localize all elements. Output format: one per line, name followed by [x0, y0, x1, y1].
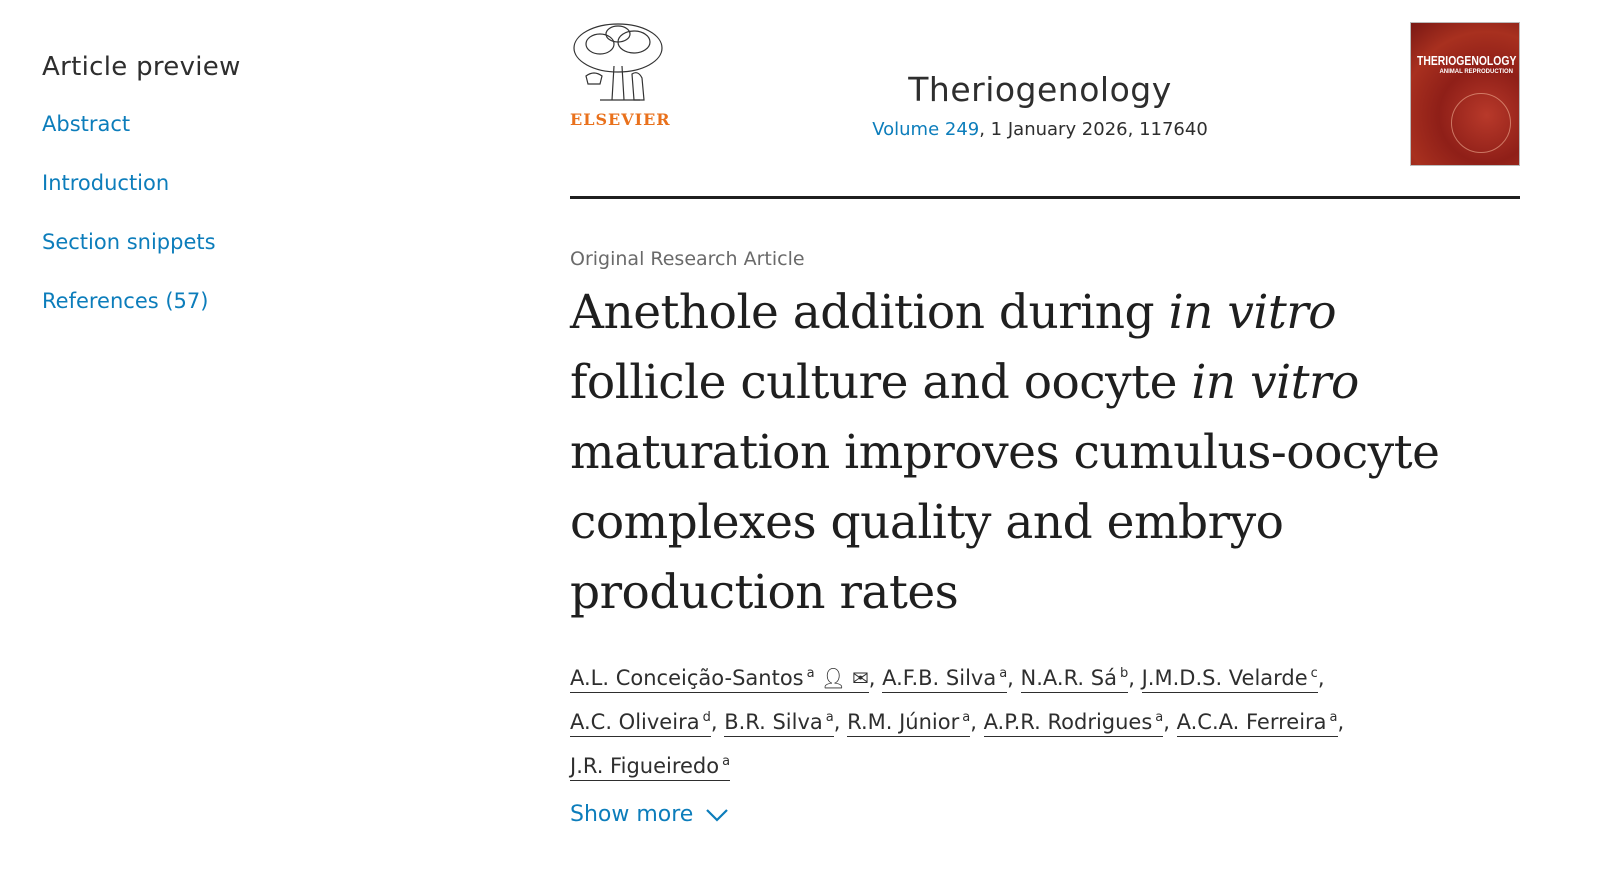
nav-abstract[interactable]: Abstract	[42, 112, 131, 136]
author-link[interactable]: N.A.R. Sá b	[1020, 666, 1129, 693]
envelope-icon: ✉	[851, 666, 869, 690]
article-outline: Article preview Abstract Introduction Se…	[42, 52, 241, 346]
author-link[interactable]: J.R. Figueiredo a	[570, 754, 731, 781]
author-list: A.L. Conceição-Santos a 👤︎ ✉, A.F.B. Silva a…	[570, 654, 1450, 786]
article-title: Anethole addition during in vitro follic…	[570, 285, 1440, 620]
author-link[interactable]: A.C. Oliveira d	[570, 710, 711, 737]
author-link[interactable]: A.L. Conceição-Santos a 👤︎ ✉	[570, 666, 869, 693]
author-link[interactable]: J.M.D.S. Velarde c	[1141, 666, 1318, 693]
journal-header: Theriogenology Volume 249, 1 January 202…	[700, 70, 1380, 140]
author-link[interactable]: A.P.R. Rodrigues a	[983, 710, 1164, 737]
issue-info: Volume 249, 1 January 2026, 117640	[700, 119, 1380, 140]
volume-link[interactable]: Volume 249	[872, 119, 980, 140]
journal-title[interactable]: Theriogenology	[908, 70, 1172, 109]
show-more-button[interactable]: Show more	[570, 802, 729, 827]
tree-icon	[573, 23, 663, 101]
journal-cover-image[interactable]: THERIOGENOLOGY ANIMAL REPRODUCTION	[1410, 22, 1520, 166]
elsevier-logo[interactable]: ELSEVIER	[570, 20, 671, 129]
nav-references[interactable]: References (57)	[42, 289, 209, 313]
person-icon: 👤︎	[820, 666, 846, 690]
header-divider	[570, 196, 1520, 199]
nav-section-snippets[interactable]: Section snippets	[42, 230, 216, 254]
publisher-wordmark: ELSEVIER	[570, 110, 671, 129]
author-link[interactable]: R.M. Júnior a	[847, 710, 971, 737]
chevron-down-icon	[706, 809, 729, 822]
outline-heading: Article preview	[42, 52, 241, 82]
author-link[interactable]: B.R. Silva a	[724, 710, 834, 737]
issue-date-id: , 1 January 2026, 117640	[979, 119, 1208, 140]
article-type: Original Research Article	[570, 248, 805, 270]
author-link[interactable]: A.F.B. Silva a	[882, 666, 1008, 693]
nav-introduction[interactable]: Introduction	[42, 171, 170, 195]
author-link[interactable]: A.C.A. Ferreira a	[1176, 710, 1338, 737]
